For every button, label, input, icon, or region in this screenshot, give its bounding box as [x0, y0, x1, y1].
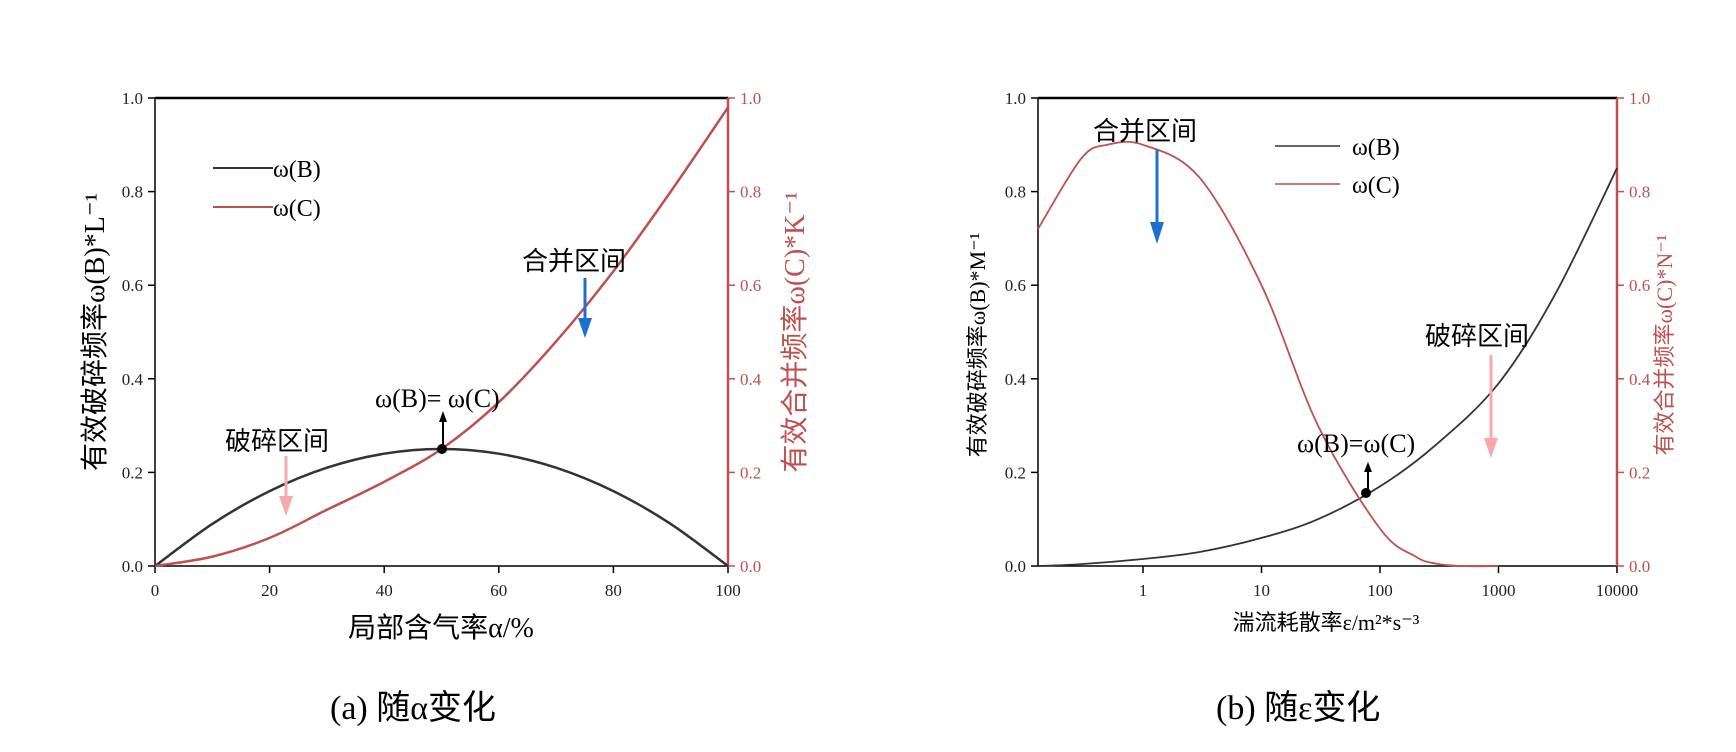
legend-label-b2: ω(B) — [1352, 135, 1400, 161]
x-tick-label-a: 40 — [376, 581, 393, 600]
x-tick-label-a: 100 — [715, 581, 741, 600]
y-tick-label-left-a: 0.0 — [122, 557, 143, 576]
y-tick-label-left-b: 0.4 — [1005, 370, 1027, 389]
y-tick-label-right-b: 1.0 — [1629, 89, 1650, 108]
x-tick-label-a: 20 — [261, 581, 278, 600]
legend-label-b: ω(B) — [273, 157, 321, 183]
y-tick-label-right-b: 0.4 — [1629, 370, 1651, 389]
break-label-a: 破碎区间 — [225, 427, 329, 456]
y-tick-label-left-a: 0.4 — [122, 370, 144, 389]
panel-b: 1 10 100 1000 10000 0.0 0.0 0.2 0.2 0.4 0.4 0.6 0.6 0… — [965, 89, 1677, 635]
y-tick-label-left-a: 1.0 — [122, 89, 143, 108]
ticks-b: 1 10 100 1000 10000 0.0 0.0 0.2 0.2 0.4 0.4 0.6 0.6 0… — [1005, 89, 1651, 600]
merge-arrow-a — [578, 278, 592, 338]
break-arrow-a — [279, 456, 293, 516]
y-tick-label-left-b: 0.8 — [1005, 183, 1026, 202]
equal-arrow-b — [1364, 462, 1372, 491]
series-b — [1037, 140, 1618, 568]
ticks-a: 0 20 40 60 80 100 0.0 0.0 0.2 0.2 0.4 0.4 0.6 0.6 0.8 0… — [122, 89, 762, 600]
y-tick-label-left-b: 0.2 — [1005, 463, 1026, 482]
equal-label-a: ω(B)= ω(C) — [375, 384, 500, 413]
y-tick-label-right-a: 0.2 — [740, 463, 761, 482]
y-tick-label-left-b: 0.6 — [1005, 276, 1026, 295]
intersection-point-a — [437, 444, 447, 454]
y-tick-label-right-a: 1.0 — [740, 89, 761, 108]
series-line-c-a — [154, 106, 730, 568]
y-tick-label-left-a: 0.6 — [122, 276, 143, 295]
y-tick-label-left-b: 1.0 — [1005, 89, 1026, 108]
ylabel-right-b: 有效合并频率ω(C)*N⁻¹ — [1652, 235, 1677, 456]
y-tick-label-left-a: 0.8 — [122, 183, 143, 202]
y-tick-label-right-a: 0.6 — [740, 276, 761, 295]
equal-label-b: ω(B)=ω(C) — [1297, 429, 1415, 458]
ylabel-right-a: 有效合并频率ω(C)*K⁻¹ — [779, 191, 811, 472]
equal-arrow-a — [439, 411, 447, 448]
y-tick-label-right-a: 0.8 — [740, 183, 761, 202]
legend-b: ω(B) ω(C) — [1275, 135, 1400, 199]
legend-label-c2: ω(C) — [1352, 173, 1400, 199]
x-tick-label-b: 1 — [1139, 581, 1148, 600]
x-tick-label-b: 100 — [1367, 581, 1393, 600]
x-tick-label-a: 60 — [490, 581, 507, 600]
merge-label-a: 合并区间 — [522, 247, 626, 276]
x-tick-label-a: 80 — [605, 581, 622, 600]
ylabel-left-a: 有效破碎频率ω(B)*L⁻¹ — [79, 193, 111, 471]
x-tick-label-b: 1000 — [1481, 581, 1515, 600]
y-tick-label-right-b: 0.8 — [1629, 183, 1650, 202]
caption-b: (b) 随ε变化 — [1216, 690, 1381, 727]
caption-a: (a) 随α变化 — [330, 690, 497, 727]
y-tick-label-right-a: 0.0 — [740, 557, 761, 576]
merge-label-b: 合并区间 — [1093, 117, 1197, 146]
y-tick-label-right-a: 0.4 — [740, 370, 762, 389]
intersection-point-b — [1361, 488, 1371, 498]
x-tick-label-a: 0 — [151, 581, 160, 600]
merge-arrow-b — [1150, 150, 1164, 244]
series-line-c-b — [1037, 140, 1499, 568]
panel-a: 0 20 40 60 80 100 0.0 0.0 0.2 0.2 0.4 0.4 0.6 0.6 0.8 0… — [79, 89, 811, 644]
xlabel-a: 局部含气率α/% — [348, 612, 534, 644]
x-tick-label-b: 10 — [1253, 581, 1270, 600]
x-tick-label-b: 10000 — [1596, 581, 1639, 600]
break-label-b: 破碎区间 — [1425, 322, 1529, 351]
legend-a: ω(B) ω(C) — [213, 157, 321, 222]
y-tick-label-right-b: 0.2 — [1629, 463, 1650, 482]
xlabel-b: 湍流耗散率ε/m²*s⁻³ — [1233, 610, 1420, 635]
legend-label-c: ω(C) — [273, 196, 321, 222]
y-tick-label-right-b: 0.0 — [1629, 557, 1650, 576]
break-arrow-b — [1484, 355, 1498, 458]
y-tick-label-left-a: 0.2 — [122, 463, 143, 482]
y-tick-label-left-b: 0.0 — [1005, 557, 1026, 576]
ylabel-left-b: 有效破碎频率ω(B)*M⁻¹ — [965, 233, 990, 458]
series-a — [154, 106, 730, 568]
y-tick-label-right-b: 0.6 — [1629, 276, 1650, 295]
series-line-b-b — [1037, 167, 1618, 567]
